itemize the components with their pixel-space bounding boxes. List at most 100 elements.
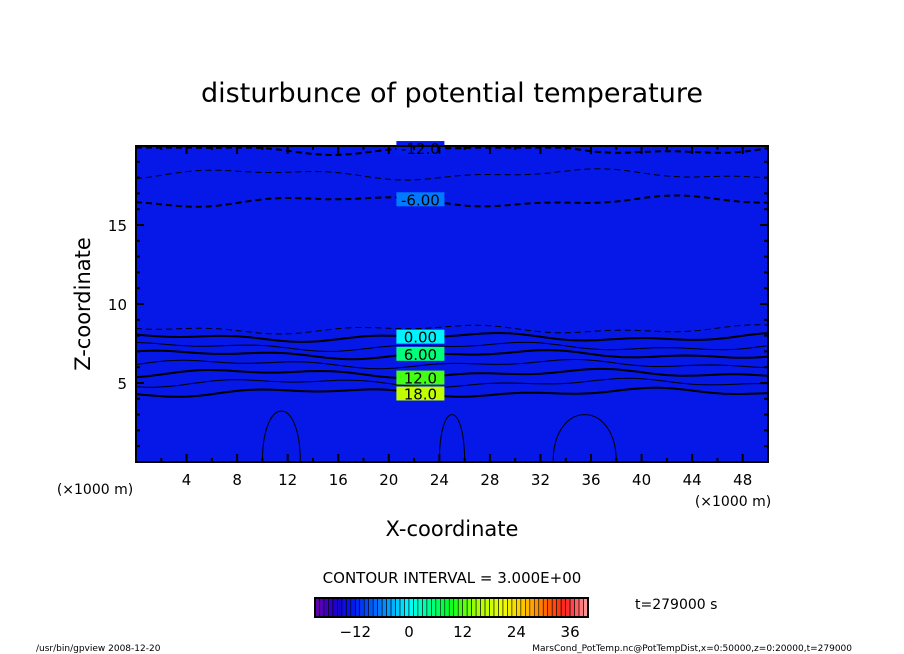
- x-tick-label: 36: [581, 471, 600, 489]
- contour-line: [135, 324, 769, 335]
- colorbar-cell: [551, 597, 557, 618]
- contour-line: [135, 359, 769, 370]
- contour-line: [136, 146, 769, 157]
- colorbar-cell: [520, 597, 526, 618]
- colorbar-tick-label: 24: [507, 623, 526, 641]
- colorbar-cell: [578, 597, 584, 618]
- colorbar-cell: [457, 597, 463, 618]
- colorbar: −12 0 12 24 36: [314, 597, 589, 641]
- colorbar-cell: [475, 597, 481, 618]
- contour-line: [135, 168, 769, 181]
- contour-label-bg: [396, 370, 445, 385]
- x-tick-label: 28: [480, 471, 499, 489]
- colorbar-cell: [574, 597, 580, 618]
- colorbar-cell: [493, 597, 499, 618]
- y-tick-label: 15: [108, 217, 127, 235]
- colorbar-cell: [386, 597, 392, 618]
- x-tick-label: 12: [278, 471, 297, 489]
- colorbar-cell: [359, 597, 365, 618]
- time-label: t=279000 s: [635, 597, 717, 613]
- footer-left: /usr/bin/gpview 2008-12-20: [36, 644, 161, 654]
- x-axis-label: X-coordinate: [386, 517, 519, 541]
- contour-label: -6.00: [401, 191, 440, 209]
- colorbar-cell: [516, 597, 522, 618]
- contour-label: 0.00: [404, 329, 437, 347]
- colorbar-cell: [444, 597, 450, 618]
- colorbar-tick-label: −12: [339, 623, 371, 641]
- contour-line-21: [552, 414, 617, 463]
- colorbar-cell: [511, 597, 517, 618]
- colorbar-cell: [372, 597, 378, 618]
- contour-label-bg: [396, 346, 445, 361]
- colorbar-cell: [547, 597, 553, 618]
- colorbar-cell: [363, 597, 370, 618]
- colorbar-cell: [569, 597, 575, 618]
- colorbar-tick-label: 12: [453, 623, 472, 641]
- colorbar-cell: [422, 597, 428, 618]
- colorbar-cell: [507, 597, 513, 618]
- contour-line-21: [261, 410, 301, 463]
- contour-interval-label: CONTOUR INTERVAL = 3.000E+00: [323, 569, 582, 587]
- colorbar-cell: [431, 597, 437, 618]
- colorbar-cell: [471, 597, 477, 618]
- colorbar-cell: [319, 597, 325, 618]
- contour-line: [135, 349, 769, 361]
- colorbar-cell: [435, 597, 441, 618]
- colorbar-cell: [560, 597, 566, 618]
- contour-labels: -12.0 -6.00 0.006.00 12.018.0: [396, 140, 445, 403]
- contour-line: [135, 194, 768, 208]
- colorbar-cell: [466, 597, 472, 618]
- colorbar-cell: [368, 597, 374, 618]
- contour-label-bg: [396, 329, 445, 344]
- x-tick-label: 4: [182, 471, 192, 489]
- y-axis-label: Z-coordinate: [71, 237, 95, 371]
- x-tick-label: 48: [733, 471, 752, 489]
- contour-line: [135, 331, 769, 343]
- colorbar-cell: [489, 597, 495, 618]
- colorbar-cell: [502, 597, 508, 618]
- colorbar-cell: [440, 597, 446, 618]
- fill-band: [136, 146, 768, 462]
- colorbar-cell: [565, 597, 571, 618]
- contour-line: [135, 386, 769, 398]
- contour-line: [135, 367, 769, 380]
- colorbar-cell: [332, 597, 338, 618]
- colorbar-cell: [525, 597, 531, 618]
- chart-title: disturbunce of potential temperature: [201, 78, 703, 109]
- colorbar-cell: [484, 597, 490, 618]
- contour-label-bg: [396, 192, 445, 207]
- colorbar-cell: [426, 597, 432, 618]
- colorbar-cell: [323, 597, 329, 618]
- colorbar-tick-label: 0: [404, 623, 414, 641]
- colorbar-cell: [408, 597, 414, 618]
- colorbar-cell: [529, 597, 535, 618]
- contour-label-bg: [396, 386, 445, 401]
- colorbar-cell: [413, 597, 419, 618]
- colorbar-cell: [337, 597, 343, 618]
- colorbar-frame: [314, 597, 589, 618]
- contour-line: [135, 377, 769, 389]
- colorbar-cell: [556, 597, 562, 618]
- contour-label: -12.0: [401, 140, 440, 158]
- colorbar-cell: [381, 597, 387, 618]
- contour-label: 18.0: [404, 385, 437, 403]
- y-tick-label: 10: [108, 296, 127, 314]
- colorbar-tick-label: 36: [561, 623, 580, 641]
- colorbar-cell: [533, 597, 540, 618]
- contour-line: [135, 341, 769, 352]
- colorbar-cell: [404, 597, 410, 618]
- contour-lines: [135, 146, 769, 463]
- colorbar-cell: [399, 597, 405, 618]
- colorbar-cell: [377, 597, 383, 618]
- colorbar-cell: [542, 597, 549, 618]
- colorbar-cell: [462, 597, 468, 618]
- x-tick-label: 32: [531, 471, 550, 489]
- x-tick-label: 40: [632, 471, 651, 489]
- colorbar-cell: [448, 597, 455, 618]
- colorbar-cell: [328, 597, 334, 618]
- contour-label: 12.0: [404, 370, 437, 388]
- colorbar-cell: [498, 597, 504, 618]
- colorbar-cell: [354, 597, 361, 618]
